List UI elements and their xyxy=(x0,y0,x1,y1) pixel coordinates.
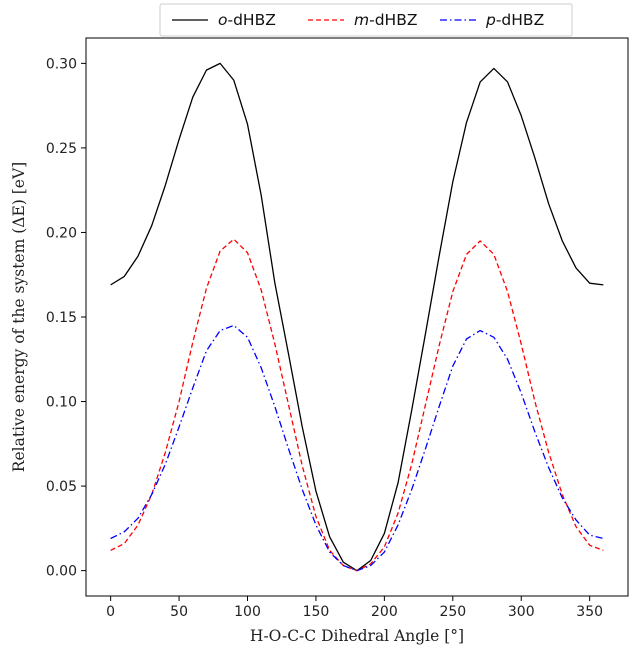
legend-label-p: p-dHBZ xyxy=(485,11,544,29)
legend-frame xyxy=(159,3,573,37)
legend: o-dHBZ m-dHBZ p-dHBZ xyxy=(159,3,573,37)
data-lines xyxy=(110,62,604,572)
legend-label-m: m-dHBZ xyxy=(354,11,417,29)
x-axis: 0 50 100 150 200 250 300 350 xyxy=(106,596,603,620)
y-tick-label: 0.05 xyxy=(46,479,77,495)
series-line-p xyxy=(110,324,604,572)
x-tick-label: 350 xyxy=(576,604,603,620)
x-tick-label: 0 xyxy=(106,604,115,620)
legend-label-o: o-dHBZ xyxy=(218,11,276,29)
x-tick-label: 150 xyxy=(303,604,330,620)
y-axis: 0.00 0.05 0.10 0.15 0.20 0.25 0.30 xyxy=(46,56,86,580)
x-tick-label: 100 xyxy=(234,604,261,620)
x-tick-label: 200 xyxy=(371,604,398,620)
y-tick-label: 0.20 xyxy=(46,225,77,241)
x-tick-label: 50 xyxy=(170,604,188,620)
y-tick-label: 0.00 xyxy=(46,564,77,580)
y-tick-label: 0.15 xyxy=(46,310,77,326)
y-tick-label: 0.30 xyxy=(46,56,77,72)
x-axis-title: H-O-C-C Dihedral Angle [°] xyxy=(250,627,464,645)
x-tick-label: 250 xyxy=(439,604,466,620)
plot-area xyxy=(85,37,629,597)
y-tick-label: 0.10 xyxy=(46,395,77,411)
y-tick-label: 0.25 xyxy=(46,141,77,157)
x-tick-label: 300 xyxy=(508,604,535,620)
y-axis-title: Relative energy of the system (ΔE) [eV] xyxy=(10,162,28,472)
